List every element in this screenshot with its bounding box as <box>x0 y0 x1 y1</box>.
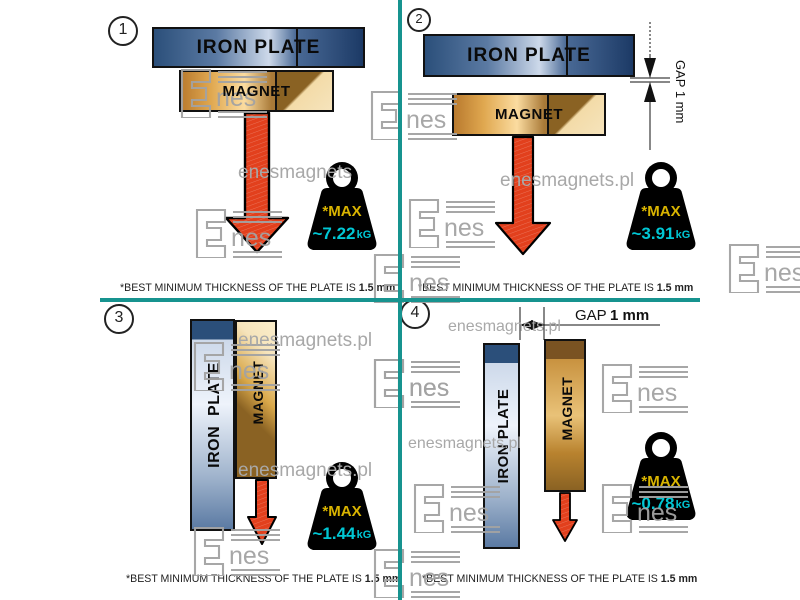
svg-text:1 mm: 1 mm <box>610 307 649 324</box>
svg-text:~3.91: ~3.91 <box>631 224 674 243</box>
svg-text:*MAX: *MAX <box>322 503 361 520</box>
svg-text:*MAX: *MAX <box>641 203 680 220</box>
svg-text:~1.44: ~1.44 <box>312 524 356 543</box>
svg-text:GAP: GAP <box>575 307 607 324</box>
svg-text:kG: kG <box>676 229 691 241</box>
svg-text:*MAX: *MAX <box>322 203 361 220</box>
svg-text:kG: kG <box>357 229 372 241</box>
svg-text:GAP 1 mm: GAP 1 mm <box>673 60 688 123</box>
svg-text:~7.22: ~7.22 <box>312 224 355 243</box>
